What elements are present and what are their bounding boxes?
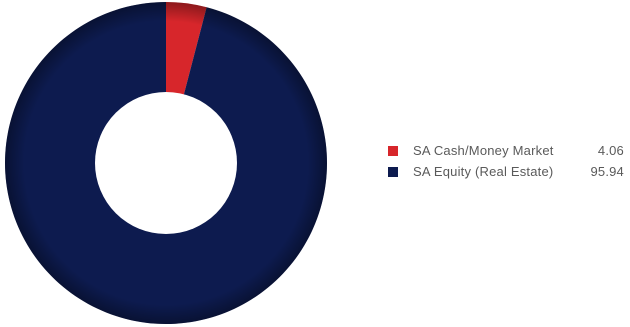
- chart-legend: SA Cash/Money Market 4.06 SA Equity (Rea…: [388, 140, 628, 182]
- legend-item-sa-equity-real-estate: SA Equity (Real Estate) 95.94: [388, 161, 628, 182]
- legend-swatch: [388, 145, 398, 156]
- legend-value: 95.94: [590, 164, 624, 179]
- legend-value: 4.06: [597, 143, 624, 158]
- donut-hole: [95, 92, 237, 234]
- legend-label: SA Equity (Real Estate): [413, 164, 554, 179]
- legend-swatch: [388, 166, 398, 177]
- legend-label: SA Cash/Money Market: [413, 143, 554, 158]
- legend-item-sa-cash-money-market: SA Cash/Money Market 4.06: [388, 140, 628, 161]
